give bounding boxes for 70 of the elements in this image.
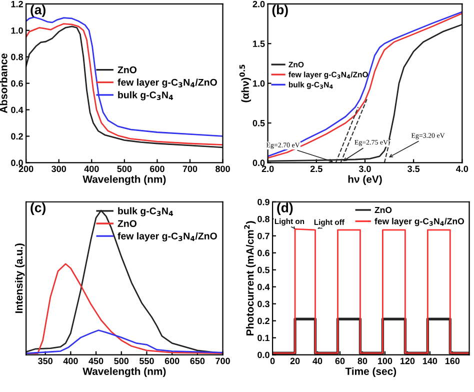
y-tick-label: 0.9 [258, 198, 270, 206]
y-tick-label: 0.5 [258, 266, 270, 274]
y-axis-title: Absorbance [0, 54, 8, 114]
x-tick-label: 200 [18, 166, 34, 172]
x-tick-label: 40 [312, 358, 322, 364]
y-tick-label: 0.1 [258, 334, 270, 342]
legend-label: few layer g-C$_{3}$N$_{4}$/ZnO [118, 232, 217, 242]
y-tick-label: 0.4 [258, 284, 270, 290]
x-tick-label: 400 [63, 358, 78, 364]
x-tick-label: 300 [52, 166, 66, 172]
x-tick-label: 2.5 [310, 166, 322, 172]
y-axis-title: Photocurrent (mA/cm$^{2}$) [244, 221, 256, 336]
legend-label: bulk g-C$_{3}$N$_{4}$ [118, 207, 174, 216]
x-tick-label: 800 [216, 166, 230, 172]
x-tick-label: 3.0 [358, 166, 371, 172]
x-axis-title: hν (eV) [348, 175, 382, 185]
y-tick-label: 0.4 [11, 106, 24, 114]
x-tick-label: 20 [290, 358, 300, 364]
y-tick-label: 0.2 [11, 133, 23, 140]
y-tick-label: 0.8 [11, 54, 24, 60]
y-tick-label: 2.0 [252, 0, 265, 8]
chart-title: (c) [30, 202, 46, 215]
x-tick-label: 650 [190, 358, 205, 364]
x-tick-label: 350 [38, 358, 52, 364]
x-tick-label: 3.5 [408, 166, 420, 172]
x-tick-label: 0 [270, 358, 275, 364]
x-axis-title: Wavelength (nm) [82, 367, 166, 378]
x-axis-title: Wavelength (nm) [82, 175, 166, 186]
legend-label: ZnO [118, 66, 137, 74]
y-tick-label: 0.0 [252, 160, 265, 166]
x-tick-label: 120 [400, 358, 415, 364]
y-tick-label: 0.5 [252, 120, 265, 126]
x-tick-label: 140 [422, 358, 438, 364]
legend-label: few layer g-C$_{3}$N$_{4}$/ZnO [374, 218, 464, 226]
chart-title: (b) [272, 4, 288, 18]
y-axis-title: (αhν)$^{0.5}$ [239, 64, 251, 102]
y-tick-label: 1.5 [253, 40, 265, 47]
y-tick-label: 0.6 [258, 250, 270, 256]
x-tick-label: 550 [139, 358, 154, 364]
x-tick-label: 100 [378, 358, 392, 364]
legend-label: few layer g-C$_{3}$N$_{4}$/ZnO [118, 78, 217, 88]
y-tick-label: 0.2 [258, 318, 270, 324]
x-tick-label: 700 [182, 166, 198, 172]
y-tick-label: 1.2 [11, 0, 23, 8]
x-tick-label: 600 [164, 358, 180, 364]
x-tick-label: 60 [335, 358, 345, 364]
x-tick-label: 160 [445, 358, 460, 364]
x-tick-label: 700 [216, 358, 230, 364]
y-tick-label: 0.0 [258, 352, 270, 358]
x-tick-label: 400 [84, 166, 99, 172]
legend-label: ZnO [374, 206, 392, 214]
chart-title: (a) [30, 4, 46, 18]
x-tick-label: 80 [358, 358, 368, 364]
legend-label: bulk g-C$_{3}$N$_{4}$ [118, 91, 174, 100]
y-tick-label: 1.0 [11, 27, 23, 34]
chart-title: (d) [277, 202, 293, 215]
x-tick-label: 600 [150, 166, 164, 172]
y-tick-label: 0.3 [258, 300, 270, 308]
y-tick-label: 0.8 [258, 216, 270, 222]
x-tick-label: 500 [114, 358, 129, 364]
x-tick-label: 4.0 [456, 166, 468, 172]
y-axis-title: Intensity (a.u.) [14, 244, 25, 313]
y-tick-label: 1.0 [253, 80, 265, 87]
y-tick-label: 0.6 [11, 80, 23, 87]
legend-label: ZnO [118, 220, 137, 228]
x-tick-label: 500 [117, 166, 132, 172]
y-tick-label: 0.7 [258, 232, 270, 240]
x-tick-label: 450 [88, 358, 104, 364]
x-axis-title: Time (sec) [345, 367, 396, 378]
y-tick-label: 0.0 [11, 160, 23, 166]
